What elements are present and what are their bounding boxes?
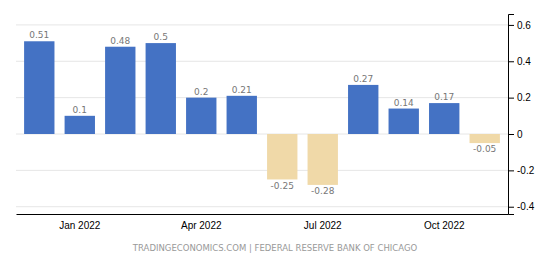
grid-line [16, 61, 508, 62]
y-tick: 0.2 [508, 92, 531, 103]
grid [16, 25, 508, 207]
bar [105, 47, 135, 134]
y-tick: -0.4 [508, 201, 535, 212]
data-labels: 0.51 0.1 0.48 0.5 0.2 0.21 -0.25 -0.28 0.27 0.14 0… [29, 30, 496, 196]
x-tick-label: Apr 2022 [181, 220, 222, 231]
data-label: 0.5 [154, 32, 168, 42]
y-tick: -0.2 [508, 165, 535, 176]
grid-line [16, 206, 508, 207]
bar [348, 85, 378, 134]
y-tick-mark [508, 170, 514, 171]
y-tick-label: 0.4 [517, 56, 531, 67]
bar [389, 109, 419, 134]
plot: 0.51 0.1 0.48 0.5 0.2 0.21 -0.25 -0.28 0.27 0.14 0… [16, 15, 535, 232]
y-axis-line [509, 15, 515, 215]
grid-line [16, 170, 508, 171]
data-label: 0.51 [29, 30, 49, 40]
y-tick-mark [508, 207, 514, 208]
x-tick-label: Oct 2022 [424, 220, 465, 231]
data-label: 0.2 [194, 87, 208, 97]
data-label: 0.27 [353, 74, 373, 84]
bars [24, 41, 500, 185]
data-label: 0.14 [394, 98, 414, 108]
y-axis: -0.4 -0.2 0 0.2 0.4 0.6 [508, 15, 535, 215]
data-label: 0.48 [110, 36, 130, 46]
data-label: -0.25 [271, 181, 294, 191]
bar [227, 96, 257, 134]
bar [186, 98, 216, 134]
bar [429, 103, 459, 134]
annotation: TRADINGECONOMICS.COM | FEDERAL RESERVE B… [132, 243, 418, 253]
data-label: 0.1 [73, 105, 87, 115]
y-tick-mark [508, 61, 514, 62]
x-axis-line [17, 214, 509, 215]
bar [146, 43, 176, 134]
y-tick-label: -0.4 [517, 201, 535, 212]
data-label: 0.17 [434, 92, 454, 102]
y-tick: 0.6 [508, 20, 531, 31]
y-tick-label: 0.2 [517, 92, 531, 103]
bar [24, 41, 54, 134]
y-tick-mark [508, 134, 514, 135]
y-tick-label: -0.2 [517, 165, 535, 176]
data-label: -0.05 [473, 144, 496, 154]
data-label: -0.28 [311, 186, 335, 196]
y-tick-mark [508, 98, 514, 99]
y-tick-label: 0 [517, 129, 523, 140]
bar [308, 134, 338, 185]
y-tick-mark [508, 25, 514, 26]
y-tick-label: 0.6 [517, 20, 531, 31]
x-tick: Apr 2022 [181, 214, 222, 231]
x-tick-label: Jul 2022 [304, 220, 342, 231]
chart: 0.51 0.1 0.48 0.5 0.2 0.21 -0.25 -0.28 0.27 0.14 0… [0, 0, 550, 256]
grid-line [16, 24, 508, 25]
y-tick: 0 [508, 129, 523, 140]
x-tick: Jul 2022 [304, 214, 342, 231]
bar [65, 116, 95, 134]
x-tick: Jan 2022 [59, 214, 101, 231]
x-tick: Oct 2022 [424, 214, 465, 231]
data-label: 0.21 [232, 85, 252, 95]
x-axis: Jan 2022 Apr 2022 Jul 2022 Oct 2022 [17, 214, 509, 231]
y-tick: 0.4 [508, 56, 531, 67]
bar [267, 134, 297, 179]
bar [470, 134, 500, 143]
x-tick-label: Jan 2022 [59, 220, 101, 231]
